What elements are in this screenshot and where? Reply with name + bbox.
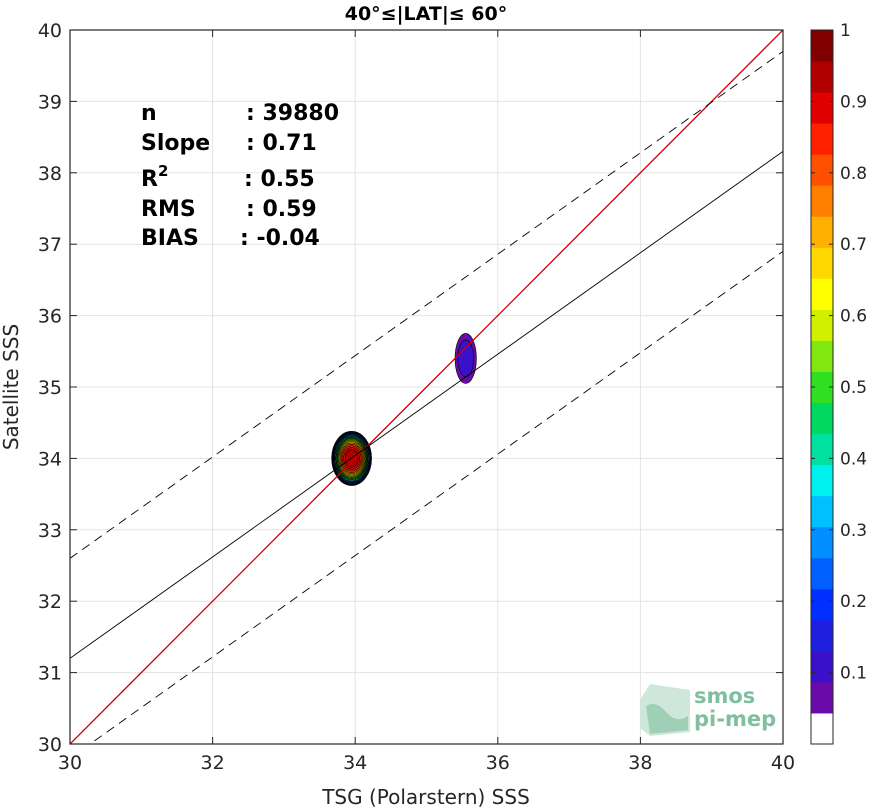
colorbar-tick-label-7: 0.8 [840,164,867,184]
y-tick-label-0: 30 [38,734,62,756]
x-axis-ticks: 30 32 34 36 38 40 [58,30,795,774]
x-axis-label: TSG (Polarstern) SSS [321,785,530,809]
y-axis-ticks: 30 31 32 33 34 35 36 37 38 39 40 [38,20,783,756]
y-tick-label-9: 39 [38,91,62,113]
y-tick-label-4: 34 [38,448,62,470]
line-regression-minus-offset [89,250,783,744]
colorbar-segment-14 [811,278,833,310]
smos-logo: smos pi-mep [640,684,776,736]
y-tick-label-3: 33 [38,520,62,542]
colorbar-segment-7 [811,495,833,528]
contour-level-1-1 [457,339,474,378]
colorbar-segment-20 [811,92,833,124]
colorbar-tick-label-9: 1 [840,21,851,41]
x-tick-label-0: 30 [58,752,82,774]
x-tick-label-3: 36 [486,752,510,774]
colorbar-segment-10 [811,402,833,435]
colorbar-segment-16 [811,216,833,248]
colorbar-segment-1 [811,681,833,714]
colorbar-segment-17 [811,185,833,217]
colorbar-segment-6 [811,526,833,559]
y-tick-label-5: 35 [38,377,62,399]
colorbar-segment-9 [811,433,833,466]
logo-text-smos: smos [694,684,755,708]
stat-bias-value: : -0.04 [240,226,320,251]
x-tick-label-4: 38 [628,752,652,774]
stats-box: n : 39880 Slope : 0.71 R2 : 0.55 RMS : 0… [141,101,339,251]
y-axis-label: Satellite SSS [0,324,23,450]
chart-title: 40°≤|LAT|≤ 60° [345,3,508,25]
colorbar-tick-label-5: 0.6 [840,307,867,327]
colorbar-tick-label-2: 0.3 [840,521,867,541]
colorbar-segment-13 [811,309,833,341]
colorbar-tick-label-1: 0.2 [840,592,867,612]
colorbar [811,30,833,745]
stat-r2-value: : 0.55 [244,167,315,192]
y-tick-label-10: 40 [38,20,62,42]
colorbar-segment-11 [811,371,833,404]
colorbar-segment-15 [811,247,833,279]
colorbar-tick-label-0: 0.1 [840,664,867,684]
colorbar-segment-12 [811,340,833,372]
stat-r2-base: R [141,167,158,192]
y-tick-label-8: 38 [38,163,62,185]
stat-slope-label: Slope [141,131,210,156]
colorbar-tick-label-6: 0.7 [840,235,867,255]
line-regression [70,151,783,659]
logo-wave-icon-inner [646,704,688,734]
colorbar-segment-2 [811,650,833,683]
colorbar-tick-label-8: 0.9 [840,92,867,112]
y-tick-label-7: 37 [38,234,62,256]
line-regression-plus-offset [70,51,783,559]
stat-bias-label: BIAS [141,226,199,251]
colorbar-segment-18 [811,154,833,186]
stat-n-value: : 39880 [246,101,339,126]
fit-lines [70,30,783,744]
colorbar-tick-label-4: 0.5 [840,378,867,398]
colorbar-tick-label-3: 0.4 [840,449,867,469]
colorbar-segment-4 [811,588,833,621]
stat-r2-sup: 2 [158,162,168,180]
stat-slope-value: : 0.71 [246,131,317,156]
colorbar-segment-3 [811,619,833,652]
logo-text-pimep: pi-mep [694,707,776,731]
y-tick-label-1: 31 [38,663,62,685]
colorbar-segment-0 [811,712,833,745]
colorbar-segment-22 [811,30,833,62]
x-tick-label-1: 32 [201,752,225,774]
stat-rms-value: : 0.59 [246,197,317,222]
y-tick-label-6: 36 [38,306,62,328]
colorbar-segment-5 [811,557,833,590]
line-one-to-one [70,30,783,744]
colorbar-segment-21 [811,61,833,93]
density-peak-1 [454,333,477,384]
colorbar-segment-8 [811,464,833,497]
y-tick-label-2: 32 [38,591,62,613]
density-contours [331,333,477,486]
colorbar-ticks: 0.1 0.2 0.3 0.4 0.5 0.6 0.7 0.8 0.9 1 [811,21,867,684]
stat-n-label: n [141,101,157,126]
x-tick-label-2: 34 [343,752,367,774]
stat-r2-label: R2 [141,162,168,192]
colorbar-segment-19 [811,123,833,155]
stat-rms-label: RMS [141,197,196,222]
x-tick-label-5: 40 [771,752,795,774]
